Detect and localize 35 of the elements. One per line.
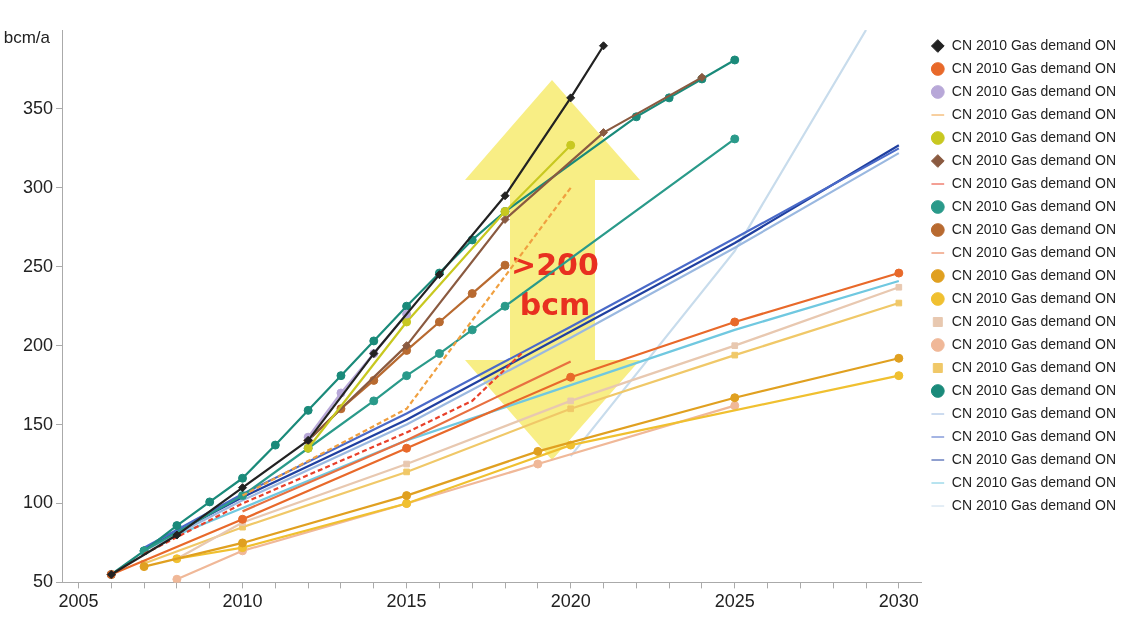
x-tick-label: 2015 [386,591,427,612]
legend-label: CN 2010 Gas demand ON [951,82,1117,99]
y-tick-label: 50 [33,571,54,592]
legend-label: CN 2010 Gas demand ON [951,404,1117,421]
legend-label: CN 2010 Gas demand ON [951,220,1117,237]
legend-label: CN 2010 Gas demand ON [951,128,1117,145]
x-tick-label: 2020 [550,591,591,612]
legend-label: CN 2010 Gas demand ON [951,427,1117,444]
y-tick-label: 200 [22,334,54,355]
legend-label: CN 2010 Gas demand ON [951,243,1117,260]
legend-label: CN 2010 Gas demand ON [951,36,1117,53]
y-tick-label: 250 [22,255,54,276]
legend-label: CN 2010 Gas demand ON [951,358,1117,375]
y-tick-label: 350 [22,97,54,118]
y-tick-label: 300 [22,176,54,197]
legend-label: CN 2010 Gas demand ON [951,450,1117,467]
legend-label: CN 2010 Gas demand ON [951,496,1117,513]
legend-label: CN 2010 Gas demand ON [951,266,1117,283]
legend-label: CN 2010 Gas demand ON [951,151,1117,168]
x-tick-label: 2005 [58,591,99,612]
legend-label: CN 2010 Gas demand ON [951,197,1117,214]
legend-label: CN 2010 Gas demand ON [951,105,1117,122]
y-axis-title: bcm/a [3,27,51,47]
legend-label: CN 2010 Gas demand ON [951,174,1117,191]
legend-label: CN 2010 Gas demand ON [951,335,1117,352]
legend-label: CN 2010 Gas demand ON [951,381,1117,398]
y-tick-label: 150 [22,413,54,434]
x-tick-label: 2010 [222,591,263,612]
x-tick-label: 2030 [878,591,919,612]
legend-label: CN 2010 Gas demand ON [951,289,1117,306]
y-tick-label: 100 [22,492,54,513]
legend-label: CN 2010 Gas demand ON [951,312,1117,329]
legend-label: CN 2010 Gas demand ON [951,473,1117,490]
x-tick-label: 2025 [714,591,755,612]
legend-label: CN 2010 Gas demand ON [951,59,1117,76]
